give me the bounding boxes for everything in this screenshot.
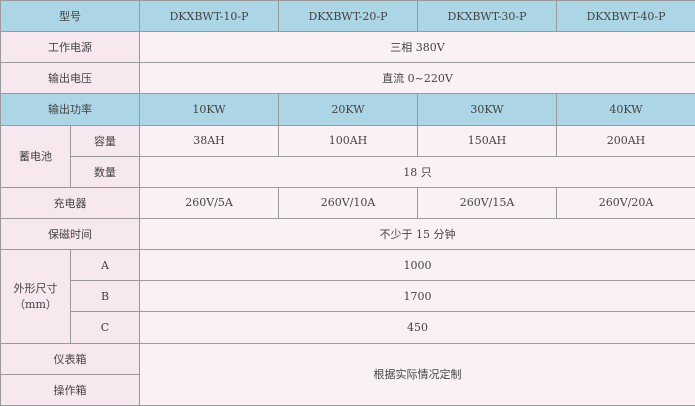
output-voltage-value: 直流 0~220V bbox=[139, 62, 695, 95]
output-power-cell: 20KW bbox=[278, 93, 418, 126]
dimension-name: C bbox=[70, 311, 140, 344]
table-row-model: 型号 DKXBWT-10-P DKXBWT-20-P DKXBWT-30-P D… bbox=[0, 0, 695, 33]
power-supply-label: 工作电源 bbox=[0, 31, 140, 64]
capacity-cell: 38AH bbox=[139, 124, 279, 157]
model-cell: DKXBWT-40-P bbox=[556, 0, 695, 33]
charger-cell: 260V/20A bbox=[556, 186, 695, 219]
table-row-meter-box: 仪表箱 根据实际情况定制 bbox=[0, 342, 695, 406]
table-row-battery-quantity: 数量 18 只 bbox=[1, 155, 695, 188]
table-row-dimension-a: 外形尺寸 （mm） A 1000 bbox=[0, 249, 695, 344]
hold-time-value: 不少于 15 分钟 bbox=[139, 217, 695, 251]
control-box-label: 操作箱 bbox=[0, 373, 140, 406]
capacity-cell: 200AH bbox=[556, 124, 695, 157]
output-power-label: 输出功率 bbox=[0, 93, 140, 126]
table-row-dimension-c: C 450 bbox=[1, 311, 695, 344]
dimensions-label-text: 外形尺寸 bbox=[13, 282, 58, 296]
table-row-output-power: 输出功率 10KW 20KW 30KW 40KW bbox=[0, 93, 695, 126]
battery-label: 蓄电池 bbox=[0, 124, 71, 188]
capacity-label: 容量 bbox=[70, 124, 140, 157]
meter-box-label: 仪表箱 bbox=[0, 342, 140, 375]
output-power-cell: 10KW bbox=[139, 93, 279, 126]
dimensions-unit: （mm） bbox=[14, 298, 57, 312]
table-row-dimension-b: B 1700 bbox=[1, 280, 695, 313]
table-row-output-voltage: 输出电压 直流 0~220V bbox=[0, 62, 695, 95]
model-label: 型号 bbox=[0, 0, 140, 33]
charger-label: 充电器 bbox=[0, 186, 140, 219]
model-cell: DKXBWT-30-P bbox=[417, 0, 557, 33]
model-cell: DKXBWT-20-P bbox=[278, 0, 418, 33]
charger-cell: 260V/10A bbox=[278, 186, 418, 219]
dimensions-label: 外形尺寸 （mm） bbox=[0, 249, 71, 344]
table-row-power-supply: 工作电源 三相 380V bbox=[0, 31, 695, 64]
dimension-value: 450 bbox=[139, 311, 695, 344]
dimension-value: 1700 bbox=[139, 280, 695, 313]
table-row-charger: 充电器 260V/5A 260V/10A 260V/15A 260V/20A bbox=[0, 186, 695, 219]
table-row-hold-time: 保磁时间 不少于 15 分钟 bbox=[0, 217, 695, 251]
charger-cell: 260V/5A bbox=[139, 186, 279, 219]
dimension-value: 1000 bbox=[139, 249, 695, 282]
hold-time-label: 保磁时间 bbox=[0, 217, 140, 251]
dimension-name: B bbox=[70, 280, 140, 313]
capacity-cell: 100AH bbox=[278, 124, 418, 157]
dimension-name: A bbox=[70, 249, 140, 282]
charger-cell: 260V/15A bbox=[417, 186, 557, 219]
capacity-cell: 150AH bbox=[417, 124, 557, 157]
quantity-label: 数量 bbox=[70, 155, 140, 188]
output-power-cell: 40KW bbox=[556, 93, 695, 126]
quantity-value: 18 只 bbox=[139, 155, 695, 188]
table-row-control-box: 操作箱 bbox=[0, 373, 695, 406]
output-voltage-label: 输出电压 bbox=[0, 62, 140, 95]
model-cell: DKXBWT-10-P bbox=[139, 0, 279, 33]
output-power-cell: 30KW bbox=[417, 93, 557, 126]
table-row-battery-capacity: 蓄电池 容量 38AH 100AH 150AH 200AH bbox=[0, 124, 695, 188]
power-supply-value: 三相 380V bbox=[139, 31, 695, 64]
box-value: 根据实际情况定制 bbox=[139, 342, 695, 406]
